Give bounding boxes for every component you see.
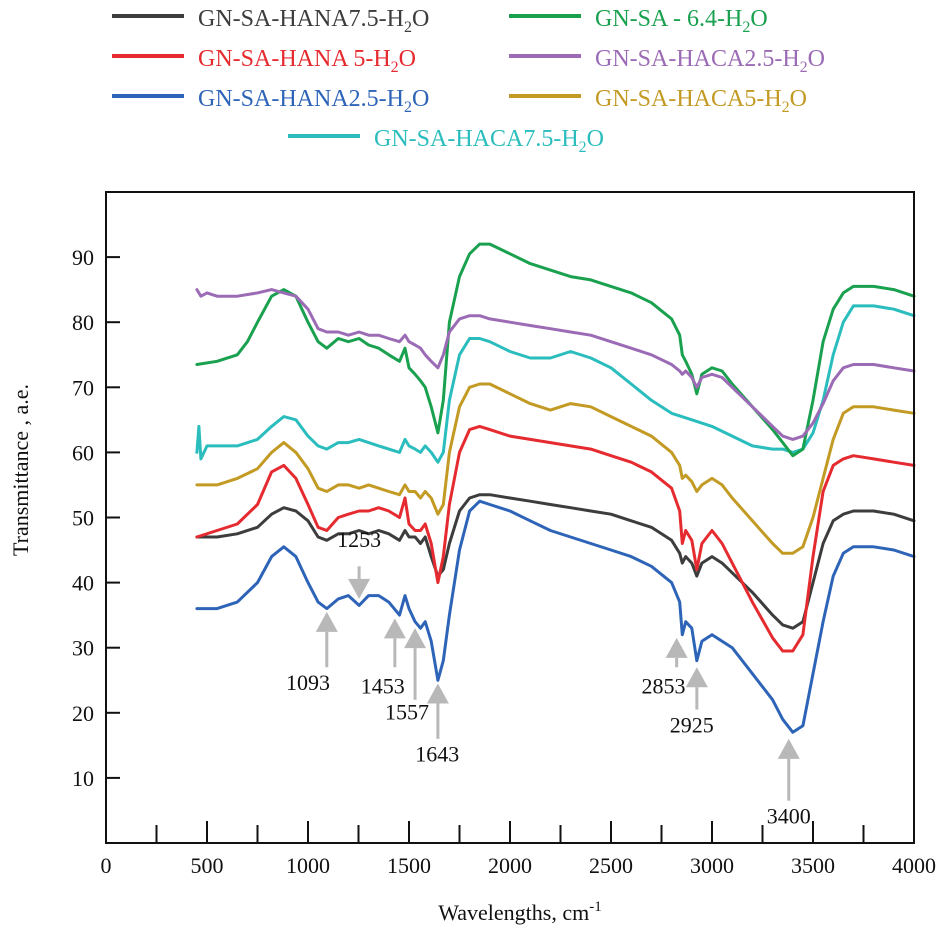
x-axis-label-text: Wavelengths, cm	[438, 900, 589, 925]
x-tick-label: 2500	[589, 853, 633, 878]
peak-annotation: 1093	[286, 611, 338, 695]
x-tick-label: 3500	[791, 853, 835, 878]
annotation-label: 1253	[337, 527, 381, 552]
y-tick-label: 40	[72, 571, 94, 596]
legend-item: GN-SA-HACA2.5-H2O	[509, 46, 825, 76]
annotation-label: 1643	[415, 742, 459, 767]
annotation-label: 1557	[385, 699, 429, 724]
annotation-arrow-head	[348, 578, 371, 599]
y-tick-label: 20	[72, 701, 94, 726]
peak-annotation: 2853	[642, 637, 688, 698]
y-tick-label: 90	[72, 245, 94, 270]
series-line	[195, 424, 916, 653]
annotation-arrow-head	[315, 611, 338, 632]
peak-annotation: 2925	[670, 667, 714, 737]
annotation-label: 1453	[361, 673, 405, 698]
peak-annotation: 1557	[385, 628, 429, 724]
series-line	[195, 499, 916, 734]
peak-annotation: 3400	[767, 738, 811, 828]
x-tick-label: 1000	[286, 853, 330, 878]
x-tick-label: 2000	[488, 853, 532, 878]
annotation-arrow-head	[665, 637, 688, 658]
annotation-label: 1093	[286, 670, 330, 695]
plot-frame	[105, 191, 915, 844]
legend-item: GN-SA-HANA 5-H2O	[112, 46, 416, 76]
legend-item: GN-SA - 6.4-H2O	[509, 6, 768, 36]
annotation-arrow-head	[383, 618, 406, 639]
x-tick-label: 500	[191, 853, 224, 878]
legend-item: GN-SA-HACA5-H2O	[509, 86, 807, 116]
peak-annotation: 1643	[415, 683, 459, 767]
y-tick-label: 10	[72, 766, 94, 791]
legend-item: GN-SA-HANA2.5-H2O	[112, 86, 429, 116]
x-tick-label: 4000	[892, 853, 936, 878]
legend-label: GN-SA-HACA7.5-H2O	[374, 126, 604, 156]
legend-label: GN-SA-HANA7.5-H2O	[198, 6, 429, 36]
y-tick-label: 70	[72, 375, 94, 400]
peak-annotation: 1253	[337, 527, 381, 599]
series-layer	[195, 242, 916, 734]
series-line	[195, 288, 916, 441]
legend-label: GN-SA - 6.4-H2O	[595, 6, 768, 36]
peak-annotation: 1453	[361, 618, 406, 698]
series-line	[195, 382, 916, 555]
y-tick-label: 60	[72, 440, 94, 465]
annotation-arrow-head	[404, 628, 427, 649]
legend-item: GN-SA-HANA7.5-H2O	[112, 6, 429, 36]
annotation-arrow-head	[426, 683, 449, 704]
annotation-arrow-head	[777, 738, 800, 759]
x-tick-label: 3000	[690, 853, 734, 878]
legend-item: GN-SA-HACA7.5-H2O	[288, 126, 604, 156]
legend-label: GN-SA-HANA2.5-H2O	[198, 86, 429, 116]
legend-label: GN-SA-HACA5-H2O	[595, 86, 807, 116]
y-axis-label: Transmittance , a.e.	[8, 384, 33, 556]
series-line	[195, 493, 916, 630]
x-axis-label-sup: -1	[589, 899, 602, 915]
axes: 0 500 1000 1500 2000 2500 3000 3500 4000 10 20 30 40…	[72, 191, 936, 878]
legend-label: GN-SA-HANA 5-H2O	[198, 46, 416, 76]
x-tick-label: 0	[101, 853, 112, 878]
legend-label: GN-SA-HACA2.5-H2O	[595, 46, 825, 76]
annotation-label: 2853	[642, 673, 686, 698]
series-line	[195, 242, 916, 458]
x-axis-label: Wavelengths, cm-1	[438, 899, 601, 925]
y-tick-label: 80	[72, 310, 94, 335]
x-tick-label: 1500	[387, 853, 431, 878]
y-tick-label: 50	[72, 506, 94, 531]
annotation-label: 2925	[670, 712, 714, 737]
annotation-arrow-head	[685, 667, 708, 688]
y-tick-label: 30	[72, 636, 94, 661]
legend: GN-SA-HANA7.5-H2O GN-SA - 6.4-H2O GN-SA-HA…	[112, 6, 825, 156]
annotation-label: 3400	[767, 803, 811, 828]
